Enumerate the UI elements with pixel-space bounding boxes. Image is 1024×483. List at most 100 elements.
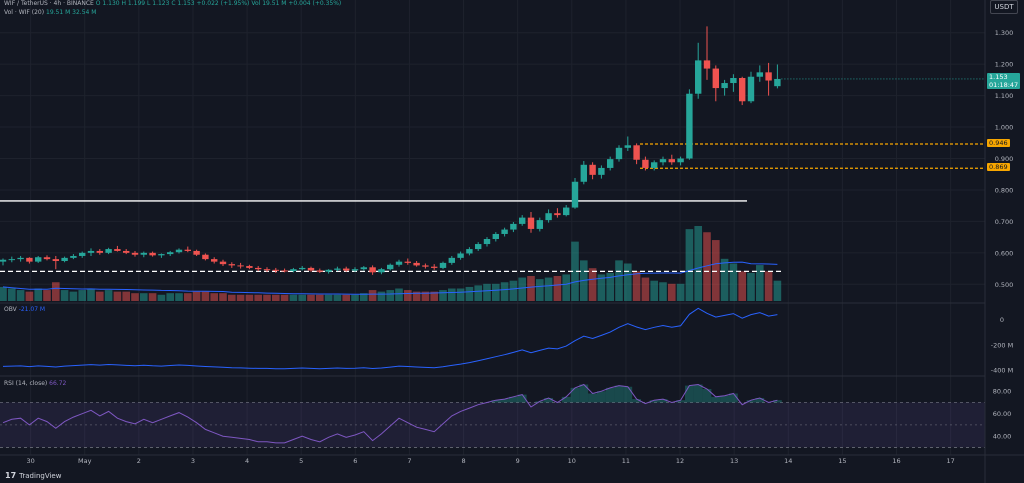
rsi-overbought-fill [535, 401, 545, 403]
candle-body [281, 270, 288, 272]
rsi-tick-label: 80.00 [993, 388, 1012, 396]
candle-body [114, 249, 121, 251]
tradingview-logo[interactable]: 17 TradingView [5, 471, 61, 480]
volume-bar [166, 293, 174, 301]
candle-body [343, 268, 350, 271]
volume-bar [606, 272, 614, 301]
time-tick-label: 15 [838, 457, 846, 465]
volume-bar [703, 232, 711, 301]
volume-bar [676, 283, 685, 301]
rsi-overbought-fill [614, 385, 624, 403]
candle-body [334, 268, 341, 270]
volume-bar [729, 263, 738, 301]
price-tick-label: 1.000 [995, 124, 1014, 132]
volume-bar [184, 293, 192, 301]
candle-body [8, 259, 15, 261]
time-tick-label: May [78, 457, 92, 465]
volume-bar [263, 294, 271, 301]
level-tag-high: 0.946 [987, 139, 1010, 147]
candle-body [677, 158, 684, 163]
candle-body [721, 83, 728, 89]
rsi-label-block[interactable]: RSI (14, close) 66.72 [4, 380, 66, 387]
candle-body [378, 269, 385, 273]
volume-bar [756, 265, 764, 301]
volume-bar [377, 291, 386, 301]
candle-body [659, 159, 667, 163]
time-tick-label: 4 [245, 457, 249, 465]
candle-body [765, 72, 772, 81]
candle-body [563, 207, 570, 216]
time-tick-label: 3 [191, 457, 195, 465]
time-tick-label: 30 [26, 457, 34, 465]
price-tick-label: 1.100 [995, 92, 1014, 100]
volume-bar [395, 288, 403, 301]
rsi-overbought-fill [517, 394, 527, 403]
candle-body [140, 252, 147, 255]
price-pane[interactable] [0, 26, 985, 301]
volume-bar [483, 283, 491, 301]
candle-body [237, 265, 244, 267]
rsi-overbought-fill [491, 400, 501, 403]
volume-bar [456, 288, 465, 301]
volume-bar [588, 268, 597, 301]
time-tick-label: 8 [461, 457, 465, 465]
symbol-label[interactable]: WIF / TetherUS · 4h · BINANCE [4, 0, 94, 7]
candle-body [607, 159, 614, 168]
time-tick-label: 10 [568, 457, 576, 465]
candle-body [43, 257, 51, 260]
candle-body [351, 269, 359, 271]
volume-bar [69, 291, 78, 301]
volume-bar [280, 294, 289, 301]
volume-bar [34, 288, 42, 301]
candle-body [404, 261, 411, 263]
candle-body [263, 269, 271, 271]
obv-label-block[interactable]: OBV -21.07 M [4, 306, 45, 313]
candle-body [316, 270, 323, 272]
time-tick-label: 16 [892, 457, 900, 465]
rsi-overbought-fill [773, 400, 782, 403]
volume-bar [448, 288, 456, 301]
volume-bar [412, 291, 421, 301]
chart-header-symbol: WIF / TetherUS · 4h · BINANCE O 1.130 H … [4, 0, 341, 7]
candle-body [167, 252, 174, 255]
price-tick-label: 0.700 [995, 218, 1014, 226]
candle-body [422, 265, 429, 267]
price-tick-label: 0.800 [995, 186, 1014, 194]
volume-bar [404, 290, 412, 301]
price-tick-label: 1.200 [995, 61, 1014, 69]
candle-body [703, 60, 711, 69]
volume-bar [492, 283, 500, 301]
chart-header-volume[interactable]: Vol · WIF (20) 19.51 M 32.54 M [4, 9, 96, 16]
time-tick-label: 6 [353, 457, 357, 465]
volume-bar [536, 279, 544, 301]
rsi-overbought-fill [579, 384, 589, 403]
rsi-pane[interactable] [0, 383, 985, 448]
volume-bar [245, 294, 254, 301]
candle-body [202, 254, 209, 260]
candle-body [545, 213, 552, 221]
candle-body [501, 229, 508, 234]
time-tick-label: 11 [622, 457, 630, 465]
obv-pane[interactable] [2, 307, 778, 370]
volume-bar [157, 294, 166, 301]
rsi-overbought-fill [605, 387, 615, 403]
volume-bar [465, 286, 474, 301]
rsi-overbought-fill [509, 396, 518, 403]
time-tick-label: 13 [730, 457, 738, 465]
rsi-label: RSI (14, close) [4, 380, 48, 387]
candle-body [360, 267, 367, 270]
rsi-overbought-fill [676, 400, 685, 403]
candle-body [668, 159, 675, 163]
volume-bar [624, 263, 632, 301]
candle-body [475, 244, 482, 250]
volume-bar [289, 294, 298, 301]
candle-body [255, 267, 262, 270]
time-tick-label: 7 [407, 457, 411, 465]
candle-body [290, 269, 297, 272]
volume-bar [720, 258, 729, 301]
currency-button[interactable]: USDT [990, 0, 1018, 14]
volume-bar [43, 290, 51, 301]
volume-ma-line [2, 261, 778, 295]
candle-body [651, 162, 658, 168]
